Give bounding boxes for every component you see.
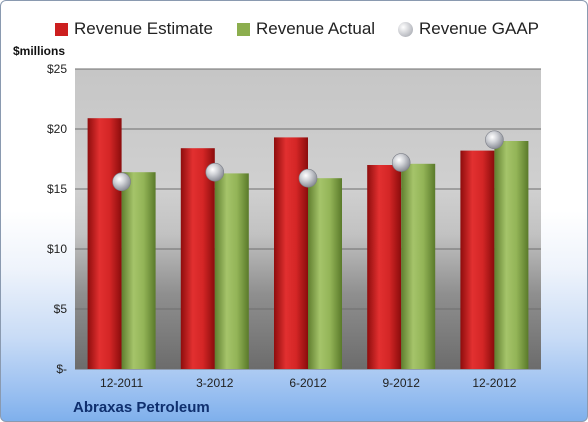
x-tick-label: 9-2012 [383,376,421,390]
y-tick-label: $10 [47,242,67,256]
x-tick-label: 6-2012 [289,376,327,390]
marker-revenue-gaap [298,168,318,188]
legend-item-estimate: Revenue Estimate [55,19,213,39]
units-label: $millions [13,44,66,58]
bar-revenue-estimate [460,150,495,369]
x-tick-label: 12-2012 [472,376,516,390]
bar-revenue-actual [401,163,436,369]
marker-revenue-gaap [485,130,504,150]
bar-revenue-actual [214,173,249,369]
bar-revenue-estimate [367,165,402,369]
legend-swatch-actual [237,22,250,36]
y-tick-label: $25 [47,62,67,76]
bar-revenue-actual [308,178,342,369]
legend-swatch-gaap [398,21,413,37]
company-name: Abraxas Petroleum [73,399,210,416]
legend-label-gaap: Revenue GAAP [419,19,540,38]
bar-revenue-estimate [180,148,215,369]
marker-revenue-gaap [112,172,131,192]
legend-swatch-estimate [55,22,68,36]
y-axis-ticks: $- $5 $10 $15 $20 $25 [47,62,67,376]
y-tick-label: $15 [47,182,67,196]
y-tick-label: $5 [54,302,68,316]
y-tick-label: $- [56,362,67,376]
bar-revenue-actual [121,172,156,369]
x-tick-label: 3-2012 [196,376,234,390]
bar-revenue-estimate [87,118,122,369]
marker-revenue-gaap [205,162,225,182]
gaap-markers [112,130,504,192]
legend-label-estimate: Revenue Estimate [74,19,213,38]
bar-revenue-actual [494,141,529,369]
y-tick-label: $20 [47,122,67,136]
x-tick-label: 12-2011 [100,376,143,390]
legend-label-actual: Revenue Actual [256,19,376,38]
legend-item-actual: Revenue Actual [237,19,375,39]
x-axis-ticks: 12-2011 3-2012 6-2012 9-2012 12-2012 [100,376,517,390]
legend-item-gaap: Revenue GAAP [398,19,539,39]
bars [87,118,529,369]
marker-revenue-gaap [391,153,411,172]
